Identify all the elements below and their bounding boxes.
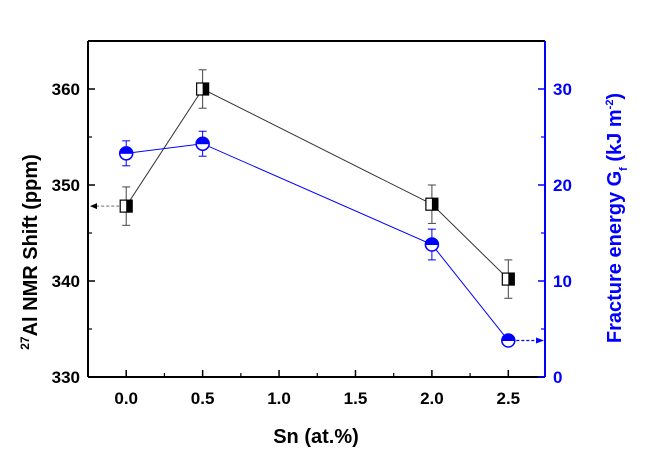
y-axis-right-title: Fracture energy Gf (kJ m-2) [604,93,630,343]
axis-arrows [90,203,544,344]
data-point-circle-fill [501,334,515,341]
y-axis-right: 0 10 20 30 [538,80,572,387]
x-tick-label: 0.5 [191,389,215,408]
data-point-circle-fill [196,137,210,144]
x-tick-label: 1.5 [344,389,368,408]
data-point-square-fill [508,273,515,286]
arrow-right-head [536,337,544,344]
y-axis-right-title-unit-sup: -2 [604,100,616,110]
y-right-tick-label: 0 [553,368,562,387]
y-axis-left-title: 27Al NMR Shift (ppm) [18,154,42,350]
y-left-tick-label: 330 [52,368,80,387]
x-tick-label: 0.0 [114,389,138,408]
x-axis: 0.0 0.5 1.0 1.5 2.0 2.5 [114,370,520,408]
data-point-circle-fill [119,146,133,154]
x-axis-title: Sn (at.%) [273,426,359,448]
y-axis-right-title-unit: (kJ m [604,109,626,167]
y-axis-right-title-sub: f [618,167,630,171]
plot-frame [87,40,546,378]
x-tick-label: 1.0 [267,389,291,408]
y-axis-left-title-sup: 27 [18,336,32,350]
x-tick-label: 2.5 [496,389,520,408]
y-axis-left-title-text: Al NMR Shift (ppm) [20,154,42,336]
y-right-tick-label: 30 [553,80,572,99]
series-nmr-shift [119,69,515,299]
y-left-tick-label: 350 [52,176,80,195]
data-point-square-fill [202,83,209,95]
data-point-circle-fill [425,238,439,245]
y-axis-right-title-main: Fracture energy G [604,171,626,343]
y-axis-left: 330 340 350 360 [52,80,95,387]
series-line-nmr [125,88,509,280]
arrow-left-head [90,203,97,210]
y-left-tick-label: 340 [52,272,80,291]
data-point-square-fill [126,200,133,213]
data-point-square-fill [431,198,438,211]
y-left-tick-label: 360 [52,80,80,99]
y-right-tick-label: 20 [553,176,572,195]
y-right-tick-label: 10 [553,272,572,291]
x-tick-label: 2.0 [420,389,444,408]
series-fracture-energy [118,130,516,348]
y-axis-right-title-unit-close: ) [604,93,626,100]
series-line-fracture [126,143,509,341]
